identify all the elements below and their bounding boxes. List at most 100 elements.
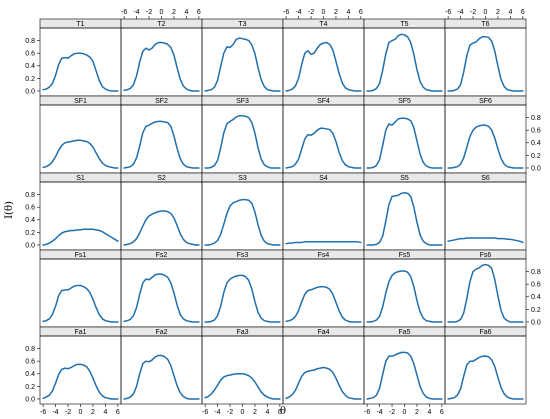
series-line-s5 [366,191,443,246]
panel-t4: T4 [282,18,365,97]
y-tick-label: 0.2 [531,307,541,314]
panel-t6: T6 [444,18,527,97]
series-line-s1 [42,228,119,246]
series-line-sf4 [285,127,362,169]
y-tick-label: 0.2 [25,230,35,237]
series-line-t2 [123,41,200,92]
panel-s4: S4 [282,172,365,251]
series-line-fs5 [366,270,443,323]
x-tick-label: -4 [214,409,220,416]
x-tick-label: 2 [334,9,338,16]
x-tick-label: 6 [521,9,525,16]
y-tick-label: 0.8 [25,346,35,353]
x-tick-label: -4 [457,9,463,16]
series-line-fs4 [285,285,362,323]
x-tick-label: -4 [295,9,301,16]
panel-s2: S2 [120,172,203,251]
x-tick-label: -6 [40,409,46,416]
series-line-t6 [447,36,524,92]
panel-frame [120,104,203,174]
y-tick-label: 0.6 [25,51,35,58]
panel-label: S2 [157,175,166,182]
x-tick-label: 6 [278,409,282,416]
panel-frame [363,104,446,174]
panel-label: T2 [157,21,165,28]
panel-fa1: Fa1 [39,326,122,405]
x-tick-label: -2 [65,409,71,416]
panel-frame [444,104,527,174]
panel-label: T4 [319,21,327,28]
y-tick-label: 0.0 [25,396,35,403]
x-tick-label: 6 [116,409,120,416]
x-tick-label: 4 [427,409,431,416]
panel-sf2: SF2 [120,95,203,174]
axes-layer: -6 -4 -2 0 2 4 6 -6 -4 -2 0 2 4 6 -6 -4 -2 0 2 4 6 -6 -4 -2 0 2 4 6… [25,9,541,416]
x-tick-label: 0 [403,409,407,416]
x-tick-label: 4 [184,9,188,16]
panel-label: S4 [319,175,328,182]
panel-fs2: Fs2 [120,249,203,328]
y-tick-label: 0.0 [531,165,541,172]
panel-fs5: Fs5 [363,249,446,328]
panel-label: Fa4 [317,329,329,336]
panel-label: Fs3 [237,252,249,259]
series-line-t5 [366,33,443,92]
panel-frame [120,181,203,251]
series-line-t4 [285,41,362,92]
panel-label: T5 [400,21,408,28]
x-tick-label: 6 [440,409,444,416]
x-tick-label: -6 [364,409,370,416]
panel-label: Fa1 [74,329,86,336]
series-line-fs3 [204,274,281,323]
series-line-sf5 [366,117,443,169]
panel-frame [201,335,284,405]
panel-fs1: Fs1 [39,249,122,328]
panel-label: Fs6 [480,252,492,259]
panel-label: T6 [481,21,489,28]
panel-frame [363,335,446,405]
panel-label: SF4 [317,98,330,105]
panel-label: SF1 [74,98,87,105]
x-tick-label: 0 [484,9,488,16]
series-line-fa6 [447,355,524,400]
x-tick-label: -2 [146,9,152,16]
panel-fs3: Fs3 [201,249,284,328]
x-tick-label: -6 [445,9,451,16]
panel-label: S1 [76,175,85,182]
panel-sf1: SF1 [39,95,122,174]
panel-t1: T1 [39,18,122,97]
panel-s6: S6 [444,172,527,251]
panel-frame [282,104,365,174]
panel-frame [282,181,365,251]
x-tick-label: -2 [470,9,476,16]
panel-t3: T3 [201,18,284,97]
panel-label: Fs4 [318,252,330,259]
panel-s3: S3 [201,172,284,251]
panel-t5: T5 [363,18,446,97]
x-tick-label: -6 [121,9,127,16]
x-tick-label: 0 [79,409,83,416]
x-tick-label: -4 [52,409,58,416]
panel-frame [39,258,122,328]
panel-label: S6 [481,175,490,182]
y-tick-label: 0.6 [531,128,541,135]
panel-label: Fs2 [156,252,168,259]
panel-frame [363,258,446,328]
x-tick-label: 4 [346,9,350,16]
panel-label: SF3 [236,98,249,105]
panel-label: S5 [400,175,409,182]
x-tick-label: 0 [241,409,245,416]
series-line-fa3 [204,373,281,400]
panel-label: SF6 [479,98,492,105]
x-tick-label: 2 [415,409,419,416]
panel-sf4: SF4 [282,95,365,174]
panel-fa5: Fa5 [363,326,446,405]
y-tick-label: 0.0 [531,319,541,326]
series-line-t3 [204,37,281,92]
series-line-s3 [204,198,281,246]
panel-s1: S1 [39,172,122,251]
x-tick-label: -6 [202,409,208,416]
y-tick-label: 0.4 [25,63,35,70]
series-line-fa4 [285,366,362,400]
